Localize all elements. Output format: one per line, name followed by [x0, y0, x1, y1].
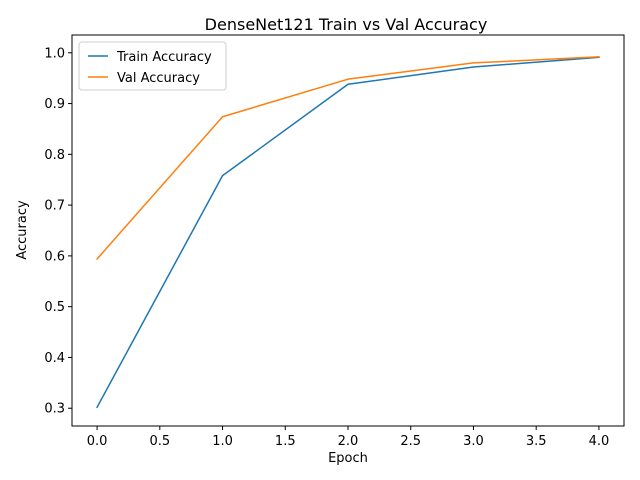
- legend-label-val: Val Accuracy: [117, 71, 200, 86]
- series-line-val: [96, 56, 600, 260]
- x-tick-label: 0.0: [87, 434, 108, 449]
- y-tick-label: 0.3: [44, 402, 65, 417]
- y-tick-label: 0.7: [44, 199, 65, 214]
- x-tick-label: 2.0: [338, 434, 359, 449]
- y-tick-label: 0.9: [44, 97, 65, 112]
- y-tick-label: 0.8: [44, 148, 65, 163]
- x-tick-label: 2.5: [400, 434, 421, 449]
- y-tick-label: 0.4: [44, 351, 65, 366]
- x-tick-label: 4.0: [589, 434, 610, 449]
- x-tick-label: 3.0: [463, 434, 484, 449]
- series-line-train: [96, 56, 600, 409]
- y-tick-label: 0.5: [44, 300, 65, 315]
- x-tick-label: 3.5: [526, 434, 547, 449]
- legend-label-train: Train Accuracy: [116, 50, 212, 65]
- x-tick-label: 0.5: [149, 434, 170, 449]
- axes-frame: [71, 34, 625, 427]
- y-axis-label: Accuracy: [15, 200, 30, 260]
- x-tick-label: 1.0: [212, 434, 233, 449]
- y-axis: 0.3 0.4 0.5 0.6 0.7 0.8 0.9 1.0: [44, 46, 72, 417]
- plot-lines: [96, 56, 600, 409]
- legend-box: [78, 41, 227, 91]
- chart-title: DenseNet121 Train vs Val Accuracy: [205, 15, 488, 34]
- x-tick-label: 1.5: [275, 434, 296, 449]
- x-axis: 0.0 0.5 1.0 1.5 2.0 2.5 3.0 3.5 4.0: [87, 426, 610, 449]
- legend: Train Accuracy Val Accuracy: [78, 41, 227, 91]
- x-axis-label: Epoch: [328, 451, 368, 466]
- y-tick-label: 1.0: [44, 46, 65, 61]
- y-tick-label: 0.6: [44, 249, 65, 264]
